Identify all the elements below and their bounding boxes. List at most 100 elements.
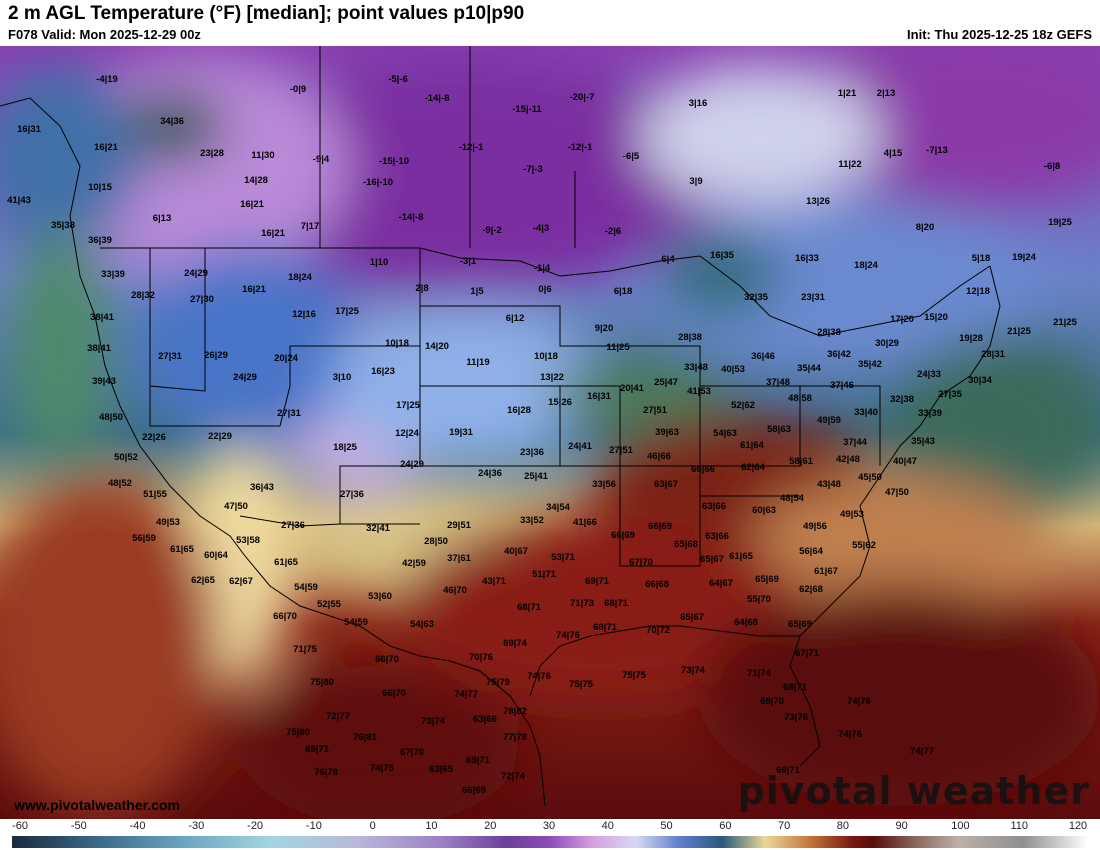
state-lines-central <box>339 305 621 524</box>
point-value: 62|64 <box>741 462 766 473</box>
point-value: 47|50 <box>885 487 909 498</box>
point-value: 73|76 <box>784 712 808 723</box>
legend-tick: 60 <box>719 820 732 832</box>
point-value: 63|66 <box>702 501 726 512</box>
point-value: 13|26 <box>806 196 830 207</box>
point-value: 35|38 <box>51 220 75 231</box>
point-value: 7|17 <box>301 221 320 232</box>
point-value: -9|-2 <box>482 225 502 236</box>
point-value: 53|60 <box>368 591 392 602</box>
legend-tick: 10 <box>425 820 438 832</box>
point-value: 73|74 <box>421 716 446 727</box>
point-value: 56|64 <box>799 546 824 557</box>
point-value: 69|71 <box>466 755 491 766</box>
point-value: 37|61 <box>447 553 472 564</box>
point-value: 66|69 <box>462 785 486 796</box>
point-value: 28|38 <box>817 327 841 338</box>
point-value: 64|68 <box>734 617 758 628</box>
point-value: 11|25 <box>606 342 630 353</box>
temperature-field <box>0 46 1100 819</box>
point-value: 16|21 <box>242 284 267 295</box>
point-value: 73|74 <box>681 665 706 676</box>
point-value: 75|75 <box>569 679 594 690</box>
point-value: 75|75 <box>622 670 647 681</box>
point-value: 2|8 <box>415 283 428 294</box>
point-value: 66|70 <box>382 688 406 699</box>
legend-tick: -10 <box>305 820 322 832</box>
point-value: 51|55 <box>143 489 168 500</box>
point-value: -7|-3 <box>523 164 543 175</box>
point-value: 29|51 <box>447 520 472 531</box>
east-coast <box>789 265 1001 767</box>
point-value: 35|43 <box>911 436 935 447</box>
point-value: -12|-1 <box>459 142 485 153</box>
point-value: 27|36 <box>340 489 364 500</box>
state-lines-east <box>619 345 881 567</box>
point-value: 37|46 <box>830 380 854 391</box>
point-value: 15|20 <box>924 312 948 323</box>
point-value: 21|25 <box>1007 326 1032 337</box>
point-value: -4|19 <box>96 74 118 85</box>
point-value: 46|66 <box>647 451 671 462</box>
point-value: 10|15 <box>88 182 113 193</box>
point-value: 16|28 <box>507 405 531 416</box>
point-value: 3|9 <box>689 176 702 187</box>
point-value: 54|63 <box>410 619 434 630</box>
point-value: 40|67 <box>504 546 528 557</box>
point-value: 49|56 <box>803 521 827 532</box>
point-value: 17|20 <box>890 314 914 325</box>
point-value: 18|24 <box>288 272 313 283</box>
point-value: -16|-10 <box>363 177 393 188</box>
point-value: 14|20 <box>425 341 449 352</box>
point-value: 5|18 <box>972 253 991 264</box>
point-value: 16|33 <box>795 253 819 264</box>
point-value: 72|77 <box>326 711 350 722</box>
point-value: 74|77 <box>454 689 478 700</box>
point-value: 9|20 <box>595 323 614 334</box>
point-value: 38|41 <box>90 312 115 323</box>
point-value: 61|65 <box>170 544 195 555</box>
point-value: 24|29 <box>184 268 208 279</box>
point-value: 53|58 <box>236 535 260 546</box>
point-value: 74|76 <box>838 729 862 740</box>
point-value: 4|15 <box>884 148 903 159</box>
point-value: 19|24 <box>1012 252 1037 263</box>
point-value: -12|-1 <box>568 142 594 153</box>
point-value: 74|77 <box>910 746 934 757</box>
point-value: 23|36 <box>520 447 544 458</box>
point-value: 33|52 <box>520 515 544 526</box>
point-value: 11|19 <box>466 357 489 368</box>
point-value: 36|43 <box>250 482 274 493</box>
point-value: 12|18 <box>966 286 990 297</box>
point-value: 12|16 <box>292 309 316 320</box>
point-value: 43|48 <box>817 479 841 490</box>
point-value: 19|25 <box>1048 217 1073 228</box>
point-value: 58|61 <box>789 456 814 467</box>
point-value: 49|53 <box>156 517 180 528</box>
point-value: 54|63 <box>713 428 737 439</box>
us-canada-border <box>100 247 701 277</box>
point-value: 69|70 <box>760 696 784 707</box>
point-value: 35|44 <box>797 363 822 374</box>
point-value: 39|63 <box>655 427 679 438</box>
point-value: 49|59 <box>817 415 841 426</box>
point-value: 2|13 <box>877 88 896 99</box>
point-value: 70|72 <box>646 625 670 636</box>
point-value: 30|29 <box>875 338 899 349</box>
point-value: 55|70 <box>747 594 771 605</box>
point-value: 69|74 <box>503 638 528 649</box>
point-value: 64|67 <box>709 578 733 589</box>
point-value: 66|69 <box>611 530 635 541</box>
point-value: 6|12 <box>506 313 525 324</box>
point-value: 45|50 <box>858 472 882 483</box>
point-value: 16|23 <box>371 366 395 377</box>
pacific-and-mexico-coast <box>0 97 546 807</box>
province-lines <box>319 46 576 248</box>
point-value: 69|71 <box>585 576 610 587</box>
point-value: 67|70 <box>629 557 653 568</box>
point-value: 61|67 <box>814 566 838 577</box>
point-value: 41|43 <box>7 195 31 206</box>
point-value: 50|52 <box>114 452 138 463</box>
point-value: 17|25 <box>335 306 360 317</box>
point-value: 55|62 <box>852 540 876 551</box>
